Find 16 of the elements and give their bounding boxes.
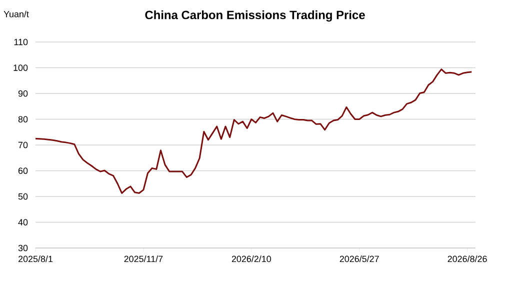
x-tick-label: 2026/5/27	[340, 256, 379, 262]
y-tick-label: 60	[18, 168, 28, 174]
y-tick-label: 100	[14, 64, 28, 71]
y-tick-label: 70	[18, 142, 28, 148]
y-tick-label: 40	[18, 219, 28, 226]
x-tick-label: 2026/8/26	[448, 256, 487, 262]
y-tick-label: 110	[14, 38, 28, 46]
x-tick-label: 2026/2/10	[232, 256, 271, 262]
y-tick-label: 90	[18, 90, 28, 97]
x-tick-label: 2025/8/1	[18, 256, 53, 262]
y-axis-title: Yuan/t	[4, 10, 29, 18]
y-tick-label: 30	[18, 244, 28, 252]
y-tick-label: 50	[18, 193, 28, 200]
x-tick-label: 2025/11/7	[124, 256, 163, 262]
y-tick-label: 80	[18, 116, 28, 122]
chart-title: China Carbon Emissions Trading Price	[145, 10, 365, 22]
